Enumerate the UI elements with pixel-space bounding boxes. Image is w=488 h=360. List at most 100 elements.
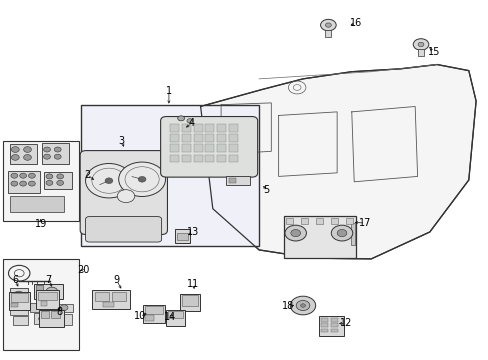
Bar	[182, 144, 190, 152]
Circle shape	[60, 305, 68, 311]
FancyBboxPatch shape	[160, 117, 257, 177]
Text: 9: 9	[113, 275, 120, 285]
Bar	[41, 311, 49, 319]
Text: 11: 11	[187, 279, 199, 289]
Bar	[228, 178, 235, 183]
Circle shape	[417, 42, 423, 46]
Bar	[145, 315, 154, 320]
Bar	[417, 49, 423, 56]
Bar	[182, 296, 197, 306]
Circle shape	[85, 163, 132, 198]
Circle shape	[285, 225, 306, 241]
Circle shape	[412, 39, 428, 50]
Circle shape	[336, 229, 346, 237]
Bar	[193, 144, 202, 152]
Circle shape	[46, 180, 53, 185]
FancyBboxPatch shape	[80, 150, 167, 234]
Bar	[41, 301, 46, 306]
Circle shape	[28, 181, 35, 186]
Bar	[3, 259, 79, 350]
Bar	[286, 218, 293, 225]
Bar	[10, 288, 27, 307]
Circle shape	[300, 304, 305, 307]
Bar	[51, 311, 60, 319]
Bar	[330, 318, 337, 321]
Circle shape	[20, 173, 26, 178]
Text: 6: 6	[12, 275, 19, 285]
Bar	[350, 223, 354, 244]
Bar	[225, 176, 250, 185]
Bar	[39, 310, 64, 327]
Circle shape	[186, 119, 192, 123]
Bar	[228, 134, 237, 141]
Bar	[170, 144, 179, 152]
Circle shape	[14, 291, 23, 298]
Text: 5: 5	[263, 185, 269, 195]
Circle shape	[11, 147, 19, 152]
Bar	[205, 134, 214, 141]
Bar	[55, 315, 72, 324]
Bar	[170, 125, 179, 132]
Bar	[36, 285, 42, 291]
Bar	[9, 292, 30, 310]
Bar	[42, 143, 69, 164]
Circle shape	[11, 154, 19, 160]
Circle shape	[290, 296, 315, 315]
Bar	[217, 134, 225, 141]
Bar	[177, 233, 187, 239]
Bar	[205, 154, 214, 162]
Bar	[330, 323, 337, 327]
Bar	[143, 305, 164, 323]
Bar	[217, 144, 225, 152]
Text: 4: 4	[188, 118, 195, 128]
Bar	[8, 171, 40, 193]
Bar	[330, 329, 337, 332]
Bar	[10, 196, 64, 212]
Bar	[182, 125, 190, 132]
Bar	[228, 154, 237, 162]
Circle shape	[23, 154, 31, 160]
Bar	[283, 216, 355, 258]
Bar	[180, 294, 199, 311]
Bar	[325, 30, 330, 37]
Circle shape	[290, 229, 300, 237]
Bar	[43, 172, 72, 189]
Circle shape	[45, 305, 53, 311]
Circle shape	[54, 147, 61, 152]
Bar	[321, 318, 327, 321]
Text: 15: 15	[427, 46, 439, 57]
Bar	[182, 154, 190, 162]
Bar	[205, 125, 214, 132]
Bar	[321, 323, 327, 327]
Circle shape	[138, 176, 146, 182]
Text: 7: 7	[45, 275, 52, 285]
Polygon shape	[200, 64, 475, 259]
Bar	[95, 292, 109, 301]
Text: 12: 12	[339, 319, 351, 328]
Circle shape	[119, 162, 165, 197]
Bar	[13, 316, 27, 324]
Bar	[170, 134, 179, 141]
Bar	[166, 310, 184, 326]
Bar	[38, 292, 57, 301]
Text: 3: 3	[118, 136, 124, 146]
Circle shape	[28, 173, 35, 178]
Bar	[10, 144, 37, 164]
Circle shape	[46, 287, 58, 296]
Bar	[11, 293, 28, 302]
Bar	[345, 218, 352, 225]
Text: 10: 10	[133, 311, 145, 321]
Bar	[217, 125, 225, 132]
Bar	[11, 303, 18, 307]
Circle shape	[23, 147, 31, 152]
Bar	[81, 105, 259, 246]
Bar	[316, 218, 323, 225]
Bar	[217, 154, 225, 162]
Circle shape	[11, 173, 18, 178]
Text: 13: 13	[187, 227, 199, 237]
Bar	[193, 125, 202, 132]
Text: 20: 20	[77, 265, 90, 275]
Bar	[112, 292, 126, 301]
Circle shape	[296, 301, 309, 311]
FancyBboxPatch shape	[85, 217, 161, 242]
